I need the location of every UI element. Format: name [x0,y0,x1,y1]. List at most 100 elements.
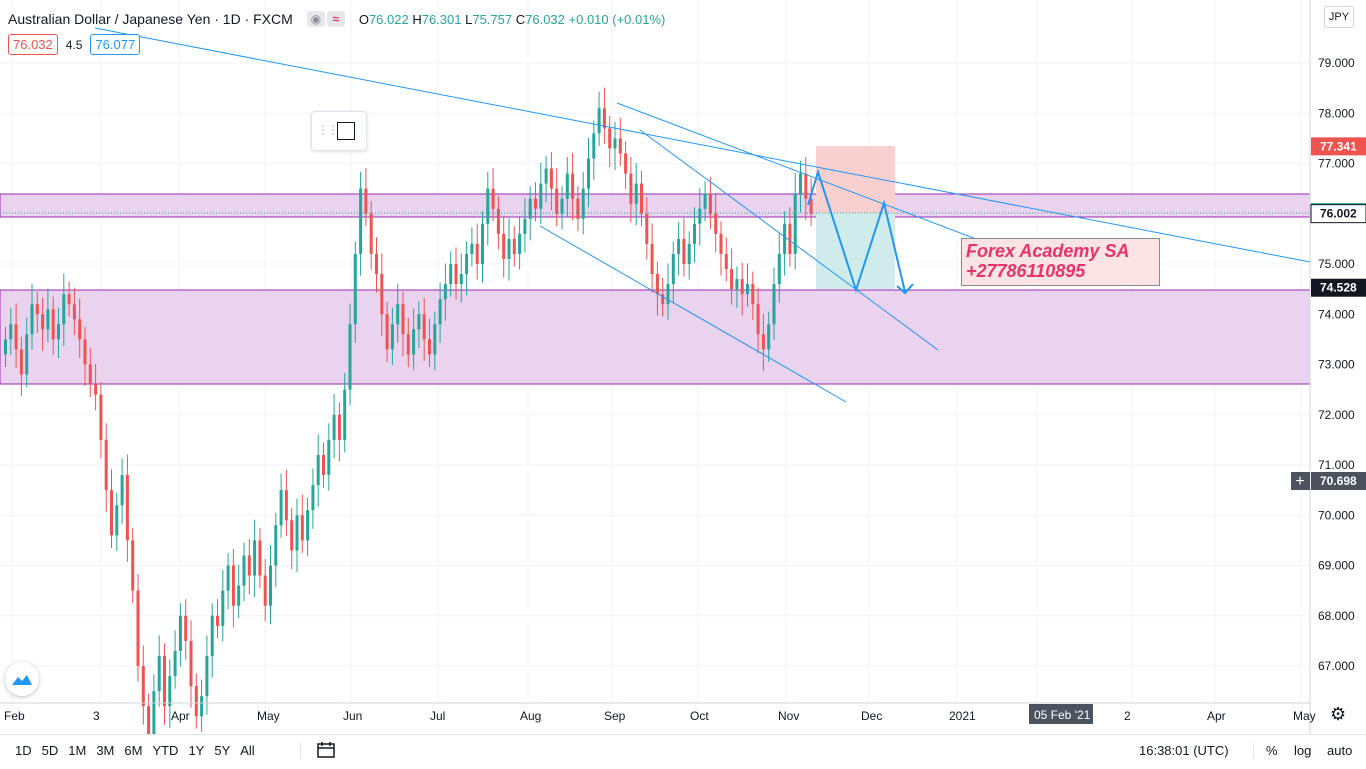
candle-body [528,198,532,219]
channel-lower-trendline[interactable] [539,225,847,403]
candle-body [67,294,71,305]
candle-body [777,253,781,285]
support-zone[interactable] [0,289,1311,385]
candle-body [269,565,272,606]
candle-body [41,314,45,330]
price-tick-label: 71.000 [1318,458,1355,472]
rectangle-tool-icon[interactable] [337,122,355,140]
candle-body [465,253,469,275]
buy-button[interactable]: 76.077 [90,34,141,55]
drag-grip-icon[interactable]: ⋮⋮ [317,123,339,137]
candle-body [459,274,463,285]
toolbar-divider [300,743,301,759]
channel-mid-trendline[interactable] [639,129,939,351]
candle-body [417,314,421,330]
crosshair-plus-box[interactable] [1291,472,1310,490]
chart-canvas[interactable]: 79.000 78.000 77.000 75.000 74.000 73.000 72.0… [0,0,1366,734]
gear-icon[interactable]: ⚙ [1330,704,1347,724]
candle-body [793,193,797,254]
candle-body [496,208,500,234]
time-axis-label: 3 [93,709,100,723]
candle-body [693,223,696,244]
candle-body [284,490,288,521]
candle-body [560,198,564,214]
candle-body [322,454,325,476]
candle-body [751,284,755,305]
price-tick-label: 68.000 [1318,609,1355,623]
range-5d[interactable]: 5D [41,743,59,758]
range-ytd[interactable]: YTD [152,743,179,758]
candle-body [205,655,209,697]
channel-upper-trendline[interactable] [616,102,1001,249]
log-scale-toggle[interactable]: log [1294,743,1312,758]
candle-body [364,188,368,214]
candle-body [9,324,13,340]
bottom-toolbar: 1D 5D 1M 3M 6M YTD 1Y 5Y All 16:38:01 (U… [0,734,1366,769]
candle-body [761,334,765,350]
candle-body [25,334,29,375]
drawing-floating-toolbar[interactable]: ⋮⋮ [311,111,367,151]
candle-body [502,233,506,259]
candle-body [587,158,590,189]
range-5y[interactable]: 5Y [214,743,231,758]
range-6m[interactable]: 6M [124,743,143,758]
eye-icon[interactable]: ◉ [306,11,325,27]
auto-scale-toggle[interactable]: auto [1327,743,1353,758]
range-all[interactable]: All [240,743,255,758]
candle-body [120,475,124,506]
candle-body [19,349,23,375]
candle-body [602,108,606,129]
candle-body [369,213,373,254]
time-axis-label: Apr [1207,709,1226,723]
range-1y[interactable]: 1Y [188,743,205,758]
candle-body [481,223,484,264]
time-axis-label: 2021 [949,709,976,723]
candle-body [94,384,98,395]
candle-body [295,515,299,551]
candle-body [141,666,145,707]
long-resistance-trendline[interactable] [94,27,1311,263]
take-profit-area[interactable] [816,213,895,289]
currency-button[interactable]: JPY [1324,6,1354,28]
candle-body [348,324,352,390]
trade-buttons: 76.032 4.5 76.077 [8,34,141,55]
resistance-zone[interactable] [0,193,1311,218]
range-3m[interactable]: 3M [96,743,115,758]
time-axis-label: 2 [1124,709,1131,723]
candle-body [624,153,628,174]
wave-icon[interactable]: ≈ [326,11,345,27]
candle-body [634,183,638,204]
candle-body [14,324,18,350]
candle-body [221,590,225,626]
candle-body [581,188,585,219]
candle-body [655,274,659,295]
range-1d[interactable]: 1D [15,743,32,758]
price-axis-label-bg [1310,204,1366,224]
time-crosshair-bg [1029,704,1093,724]
candle-body [343,389,347,440]
calendar-goto-icon[interactable] [317,741,335,759]
utc-clock[interactable]: 16:38:01 (UTC) [1139,743,1229,758]
tradingview-logo-icon[interactable] [5,662,39,696]
candle-body [194,686,198,717]
projection-path[interactable] [807,168,906,294]
candle-body [640,183,643,214]
candle-body [406,334,410,355]
candle-body [677,238,681,254]
sell-button[interactable]: 76.032 [8,34,58,55]
percent-scale-toggle[interactable]: % [1266,743,1278,758]
symbol-title[interactable]: Australian Dollar / Japanese Yen · 1D · … [8,11,293,27]
annotation-callout[interactable]: Forex Academy SA +27786110895 [961,238,1160,286]
candle-body [311,485,315,511]
candle-body [767,324,771,350]
candle-body [263,575,267,606]
candle-body [62,294,66,325]
range-1m[interactable]: 1M [68,743,87,758]
candle-body [756,304,760,335]
candle-body [671,253,675,285]
candle-body [809,198,813,214]
candle-body [131,540,135,591]
price-axis-label-bg [1311,137,1366,156]
candle-body [719,233,723,254]
candle-body [104,439,108,491]
